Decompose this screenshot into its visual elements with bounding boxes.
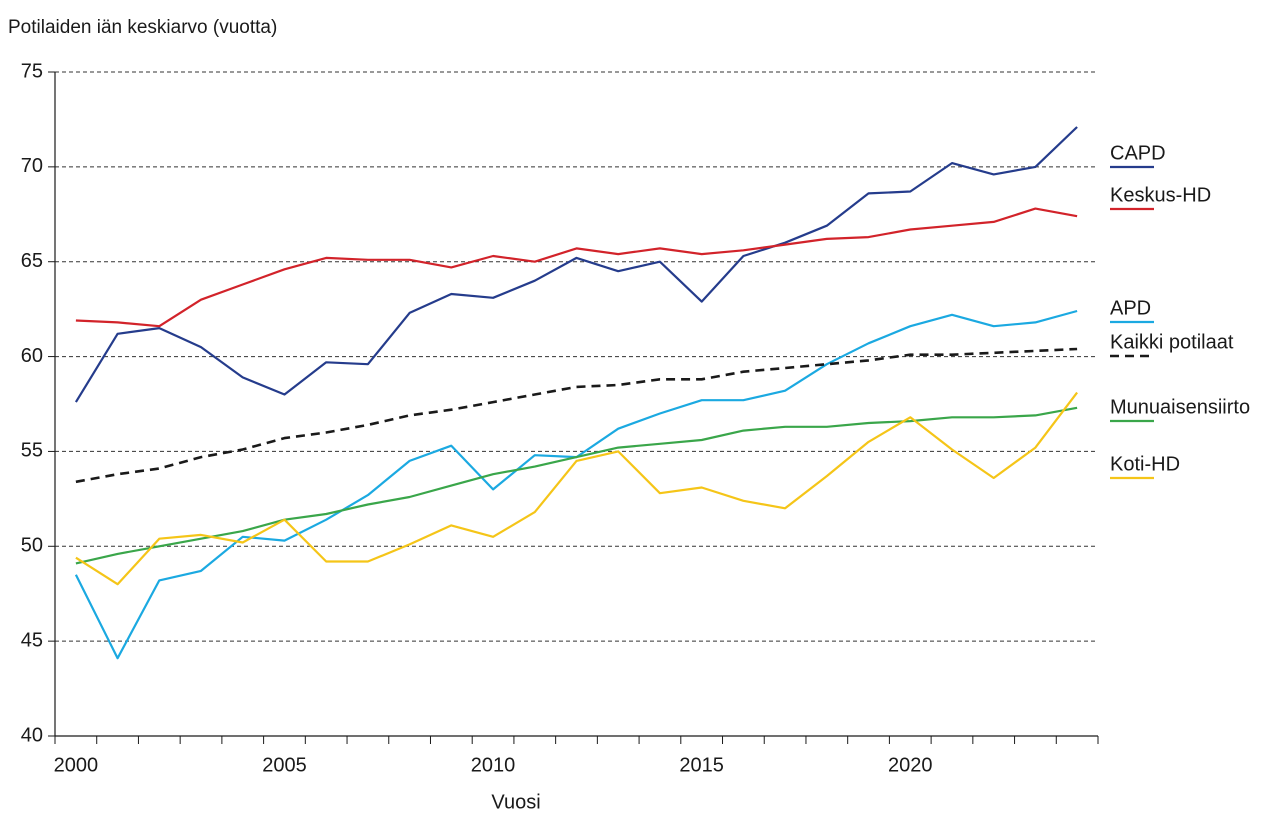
y-tick-label: 70: [21, 155, 43, 177]
x-tick-label: 2000: [54, 754, 99, 776]
legend-label: APD: [1110, 297, 1151, 319]
x-tick-label: 2015: [679, 754, 724, 776]
y-tick-label: 45: [21, 629, 43, 651]
x-tick-label: 2005: [262, 754, 307, 776]
y-tick-label: 75: [21, 60, 43, 82]
legend-label: Keskus-HD: [1110, 184, 1211, 206]
x-tick-label: 2020: [888, 754, 933, 776]
series-line: [74, 309, 1078, 660]
legend-label: Munuaisensiirto: [1110, 396, 1250, 418]
y-tick-label: 65: [21, 250, 43, 272]
y-tick-label: 40: [21, 724, 43, 746]
series-line: [75, 406, 1078, 565]
x-axis-label: Vuosi: [491, 791, 540, 813]
y-tick-label: 60: [21, 345, 43, 367]
legend-label: Kaikki potilaat: [1110, 331, 1234, 353]
series-line: [74, 126, 1078, 403]
series-line: [75, 391, 1078, 586]
y-axis-label: Potilaiden iän keskiarvo (vuotta): [8, 17, 277, 38]
legend-label: CAPD: [1110, 142, 1166, 164]
y-tick-label: 50: [21, 535, 43, 557]
y-tick-label: 55: [21, 440, 43, 462]
series-line: [75, 347, 1078, 484]
legend-label: Koti-HD: [1110, 453, 1180, 475]
x-tick-label: 2010: [471, 754, 516, 776]
series-line: [75, 207, 1078, 328]
